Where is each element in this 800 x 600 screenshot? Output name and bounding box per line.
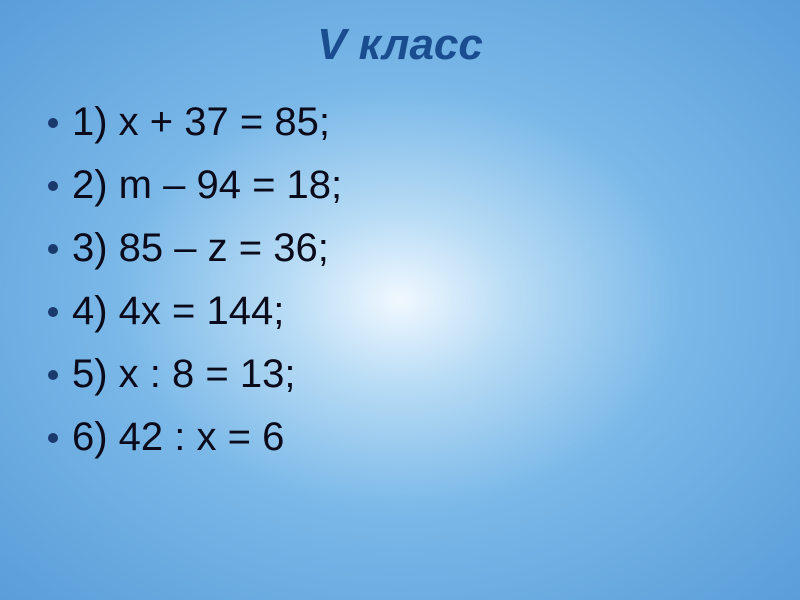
bullet-icon <box>48 433 58 443</box>
list-item: 4) 4x = 144; <box>48 289 800 334</box>
equation-text: 6) 42 : x = 6 <box>72 415 284 460</box>
equation-text: 5) x : 8 = 13; <box>72 352 295 397</box>
equation-text: 2) m – 94 = 18; <box>72 163 342 208</box>
bullet-icon <box>48 118 58 128</box>
list-item: 5) x : 8 = 13; <box>48 352 800 397</box>
list-item: 2) m – 94 = 18; <box>48 163 800 208</box>
equation-text: 4) 4x = 144; <box>72 289 284 334</box>
list-item: 3) 85 – z = 36; <box>48 226 800 271</box>
list-item: 1) x + 37 = 85; <box>48 100 800 145</box>
equation-text: 3) 85 – z = 36; <box>72 226 329 271</box>
bullet-icon <box>48 181 58 191</box>
list-item: 6) 42 : x = 6 <box>48 415 800 460</box>
bullet-icon <box>48 244 58 254</box>
equations-list: 1) x + 37 = 85; 2) m – 94 = 18; 3) 85 – … <box>0 100 800 460</box>
equation-text: 1) x + 37 = 85; <box>72 100 330 145</box>
bullet-icon <box>48 307 58 317</box>
slide-title: V класс <box>0 0 800 70</box>
bullet-icon <box>48 370 58 380</box>
